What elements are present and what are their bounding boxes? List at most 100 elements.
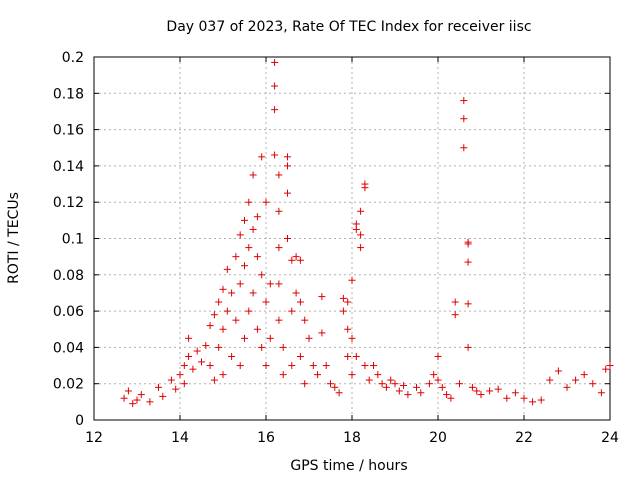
y-tick-label: 0.12 bbox=[53, 195, 84, 211]
data-point bbox=[520, 394, 528, 402]
data-point bbox=[318, 329, 326, 337]
data-point bbox=[464, 300, 472, 308]
data-point bbox=[249, 289, 257, 297]
data-point bbox=[348, 276, 356, 284]
data-point bbox=[451, 298, 459, 306]
data-point bbox=[253, 213, 261, 221]
data-point bbox=[236, 280, 244, 288]
data-point bbox=[215, 298, 223, 306]
data-point bbox=[219, 325, 227, 333]
data-point bbox=[232, 316, 240, 324]
data-point bbox=[301, 380, 309, 388]
data-point bbox=[301, 316, 309, 324]
data-point bbox=[348, 371, 356, 379]
data-point bbox=[597, 389, 605, 397]
data-point bbox=[124, 387, 132, 395]
data-point bbox=[348, 334, 356, 342]
axis-tick-labels: 12 14 16 18 20 22 24 0 0.02 0.04 0.06 0.08 0.1 0.12 0.… bbox=[53, 50, 619, 446]
data-point bbox=[374, 371, 382, 379]
data-point bbox=[357, 244, 365, 252]
data-point bbox=[198, 358, 205, 366]
data-point bbox=[210, 311, 218, 319]
data-point bbox=[137, 391, 145, 399]
y-tick-label: 0.16 bbox=[53, 123, 84, 139]
data-point bbox=[468, 383, 476, 391]
data-point bbox=[589, 380, 597, 388]
x-tick-label: 18 bbox=[343, 430, 361, 446]
data-point bbox=[189, 365, 197, 373]
y-tick-label: 0.02 bbox=[53, 377, 84, 393]
data-point bbox=[554, 367, 562, 375]
data-point bbox=[271, 82, 279, 90]
data-point bbox=[344, 298, 352, 306]
data-point bbox=[232, 253, 240, 261]
data-point bbox=[288, 362, 296, 370]
data-point bbox=[284, 153, 291, 161]
data-point bbox=[258, 271, 266, 279]
data-point bbox=[206, 322, 214, 330]
data-point bbox=[223, 307, 231, 315]
y-axis-label: ROTI / TECUs bbox=[6, 192, 22, 284]
data-point bbox=[344, 325, 352, 333]
data-point bbox=[335, 389, 343, 397]
data-point bbox=[245, 244, 253, 252]
data-point bbox=[404, 391, 412, 399]
data-point bbox=[443, 391, 451, 399]
data-point bbox=[253, 253, 261, 261]
x-axis-label: GPS time / hours bbox=[290, 458, 407, 474]
data-points bbox=[120, 58, 614, 408]
data-point bbox=[288, 256, 296, 264]
data-point bbox=[365, 376, 373, 384]
data-point bbox=[357, 231, 365, 239]
data-point bbox=[344, 352, 352, 360]
data-point bbox=[271, 151, 279, 159]
data-point bbox=[327, 380, 334, 388]
data-point bbox=[460, 115, 468, 123]
data-point bbox=[180, 380, 188, 388]
data-point bbox=[413, 383, 420, 391]
data-point bbox=[172, 385, 180, 393]
data-point bbox=[331, 383, 339, 391]
data-point bbox=[275, 316, 283, 324]
data-point bbox=[129, 400, 137, 408]
data-point bbox=[271, 106, 279, 114]
y-tick-label: 0.1 bbox=[62, 232, 84, 248]
data-point bbox=[382, 383, 390, 391]
data-point bbox=[292, 253, 300, 261]
x-tick-label: 24 bbox=[601, 430, 619, 446]
data-point bbox=[378, 380, 386, 388]
data-point bbox=[477, 391, 485, 399]
data-point bbox=[456, 380, 463, 388]
data-point bbox=[391, 380, 399, 388]
data-point bbox=[339, 307, 347, 315]
data-point bbox=[438, 383, 446, 391]
data-point bbox=[464, 343, 472, 351]
data-point bbox=[451, 311, 459, 319]
data-point bbox=[400, 382, 408, 390]
data-point bbox=[262, 198, 270, 206]
data-point bbox=[284, 162, 291, 170]
y-tick-label: 0.06 bbox=[53, 304, 84, 320]
data-point bbox=[241, 216, 248, 224]
data-point bbox=[473, 387, 481, 395]
data-point bbox=[572, 376, 580, 384]
x-tick-label: 12 bbox=[85, 430, 103, 446]
data-point bbox=[241, 262, 248, 270]
data-point bbox=[352, 352, 360, 360]
x-tick-label: 16 bbox=[257, 430, 275, 446]
data-point bbox=[296, 352, 304, 360]
data-point bbox=[447, 394, 455, 402]
data-point bbox=[236, 231, 244, 239]
data-point bbox=[215, 343, 223, 351]
data-point bbox=[133, 396, 141, 404]
data-point bbox=[245, 198, 253, 206]
x-tick-label: 14 bbox=[171, 430, 189, 446]
data-point bbox=[546, 376, 554, 384]
data-point bbox=[258, 153, 266, 161]
y-tick-label: 0.2 bbox=[62, 50, 84, 66]
chart-title: Day 037 of 2023, Rate Of TEC Index for r… bbox=[166, 19, 531, 35]
data-point bbox=[180, 362, 188, 370]
data-point bbox=[425, 380, 433, 388]
data-point bbox=[262, 362, 270, 370]
